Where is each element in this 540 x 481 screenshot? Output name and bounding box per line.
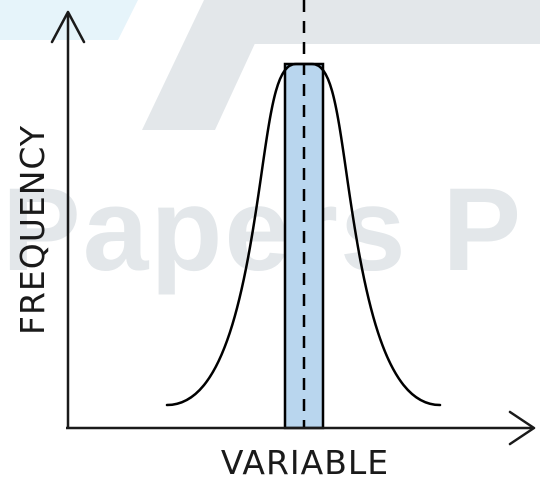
y-axis-label: FREQUENCY bbox=[13, 125, 52, 335]
watermark: Papers P bbox=[0, 0, 540, 296]
y-axis-arrowhead bbox=[50, 10, 86, 44]
x-axis-arrowhead bbox=[508, 410, 536, 446]
mean-band bbox=[283, 62, 325, 430]
x-axis-label: VARIABLE bbox=[221, 443, 389, 481]
x-axis bbox=[66, 410, 536, 446]
watermark-text: Papers P bbox=[2, 164, 523, 296]
y-axis bbox=[50, 10, 86, 428]
bell-curve bbox=[165, 62, 442, 407]
watermark-bar-shape bbox=[230, 0, 540, 44]
